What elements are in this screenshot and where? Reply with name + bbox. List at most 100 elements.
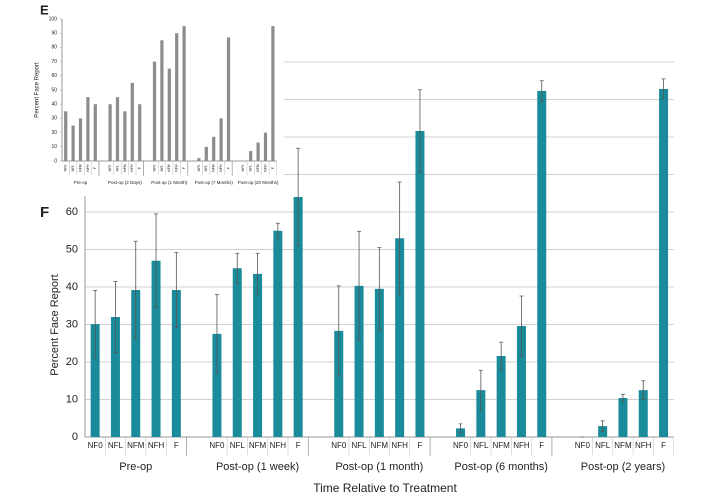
- x-tick-label: F: [138, 167, 142, 169]
- x-tick-label: NFM: [492, 441, 510, 450]
- bar: [249, 151, 253, 161]
- y-tick-label: 60: [51, 73, 57, 79]
- x-tick-label: NF0: [241, 165, 245, 172]
- error-bar: [214, 294, 219, 374]
- y-tick-label: 30: [66, 318, 78, 330]
- error-bar: [357, 231, 362, 341]
- error-bar: [499, 341, 504, 371]
- bar: [334, 330, 344, 437]
- error-bar: [641, 380, 646, 400]
- y-tick-label: 0: [72, 431, 78, 443]
- x-tick-label: NFM: [212, 164, 216, 172]
- y-tick-label: 30: [51, 116, 57, 122]
- y-tick-label: 0: [54, 158, 57, 164]
- x-tick-label: F: [661, 441, 666, 450]
- error-bar: [336, 285, 341, 377]
- bar: [152, 61, 157, 161]
- bar: [167, 68, 171, 161]
- x-tick-label: F: [182, 167, 186, 169]
- bar: [476, 390, 486, 437]
- x-tick-label: F: [226, 167, 230, 169]
- x-tick-label: NFM: [167, 164, 171, 172]
- y-axis-title: Percent Face Report: [49, 274, 61, 376]
- y-tick-label: 40: [51, 102, 57, 108]
- x-tick-label: NFL: [249, 165, 253, 172]
- bar: [131, 290, 141, 437]
- x-tick-label: NFH: [86, 164, 90, 172]
- bar: [415, 131, 425, 437]
- bar: [263, 132, 268, 161]
- bar: [171, 290, 181, 437]
- error-bar: [275, 222, 280, 239]
- bar: [273, 230, 283, 437]
- x-tick-label: NFM: [614, 441, 632, 450]
- y-tick-label: 100: [49, 16, 58, 22]
- error-bar: [417, 89, 422, 173]
- bar: [354, 285, 364, 437]
- bar: [537, 90, 547, 437]
- group-label: Post-op (20 Months): [238, 180, 279, 185]
- bar: [64, 111, 68, 161]
- x-tick-label: F: [174, 441, 179, 450]
- error-bar: [478, 369, 483, 411]
- bar: [123, 111, 127, 161]
- bar: [197, 158, 201, 161]
- group-label: Post-op (1 month): [335, 461, 423, 473]
- group-label: Post-op (1 week): [216, 461, 299, 473]
- y-tick-label: 90: [51, 31, 57, 37]
- group-label: Post-op (2 years): [581, 461, 665, 473]
- x-tick-label: F: [271, 167, 275, 169]
- error-bar: [539, 80, 544, 102]
- error-bar: [296, 147, 301, 247]
- error-bar: [235, 252, 240, 284]
- x-tick-label: NFH: [270, 441, 287, 450]
- x-tick-label: NFL: [204, 165, 208, 172]
- bar: [395, 238, 405, 437]
- x-tick-label: NFL: [595, 441, 611, 450]
- error-bar: [113, 280, 118, 354]
- x-tick-label: NFH: [175, 164, 179, 172]
- y-tick-label: 70: [51, 59, 57, 65]
- bar: [219, 118, 223, 161]
- error-bar: [458, 423, 463, 434]
- error-bar: [93, 289, 98, 359]
- x-tick-label: NFH: [130, 164, 134, 172]
- y-tick-label: 10: [66, 393, 78, 405]
- y-tick-label: 40: [66, 281, 78, 293]
- bar: [659, 89, 669, 437]
- y-tick-label: 50: [66, 243, 78, 255]
- x-tick-label: NFH: [219, 164, 223, 172]
- x-tick-label: F: [93, 167, 97, 169]
- x-tick-label: NFM: [123, 164, 127, 172]
- x-axis-title: Time Relative to Treatment: [313, 481, 457, 495]
- panel-label: E: [40, 2, 49, 17]
- error-bar: [377, 247, 382, 331]
- x-tick-label: F: [418, 441, 423, 450]
- panel-label: F: [40, 204, 49, 221]
- y-tick-label: 20: [51, 130, 57, 136]
- y-tick-label: 80: [51, 45, 57, 51]
- x-tick-label: NFM: [371, 441, 389, 450]
- x-tick-label: NF0: [88, 441, 104, 450]
- bar: [618, 398, 628, 437]
- x-tick-label: NFH: [391, 441, 408, 450]
- bar: [78, 118, 83, 161]
- bar: [638, 390, 648, 437]
- x-tick-label: NF0: [575, 441, 591, 450]
- x-tick-label: NFL: [351, 441, 367, 450]
- bar: [93, 104, 97, 161]
- x-tick-label: NFL: [108, 441, 124, 450]
- bar: [138, 104, 142, 161]
- group-label: Pre-op: [119, 461, 152, 473]
- bar: [90, 324, 100, 437]
- bar: [108, 104, 112, 161]
- error-bar: [397, 181, 402, 295]
- x-tick-label: F: [539, 441, 544, 450]
- error-bar: [154, 213, 159, 309]
- bar: [175, 33, 179, 162]
- bar: [374, 288, 384, 437]
- group-label: Post-op (2 Days): [108, 180, 142, 185]
- bar: [226, 37, 231, 161]
- bar: [71, 125, 75, 161]
